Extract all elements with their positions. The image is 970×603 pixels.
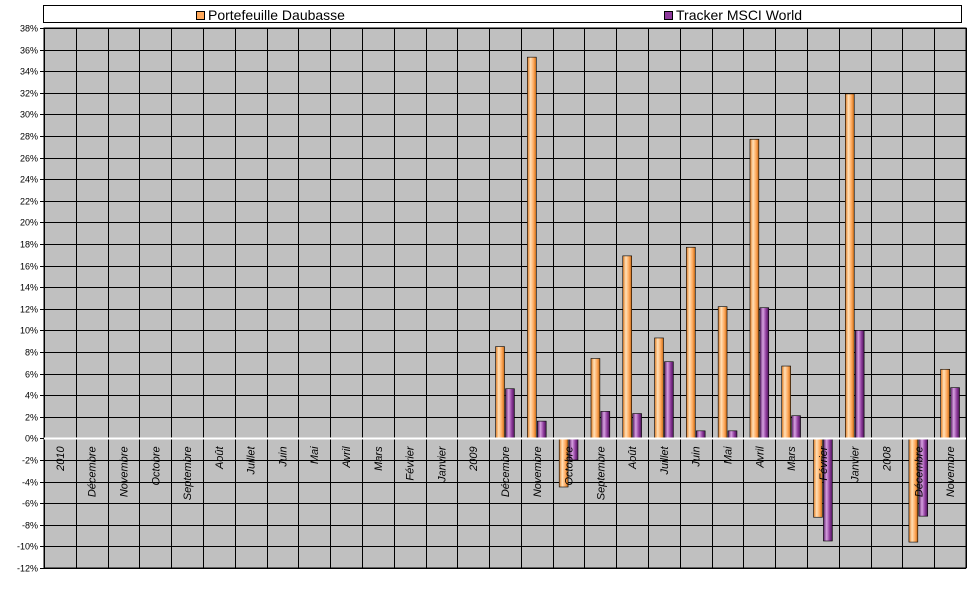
x-category-label: Janvier [850, 445, 862, 483]
y-tick-label: 12% [20, 305, 38, 315]
bar-daubasse [495, 346, 505, 439]
bar-daubasse [686, 246, 696, 439]
y-tick-label: -8% [22, 521, 38, 531]
x-category-label: 2008 [882, 446, 894, 472]
x-category-label: Août [214, 445, 226, 470]
x-category-label: Mars [373, 446, 385, 471]
bar-daubasse [845, 93, 855, 439]
bar-msci [695, 430, 706, 439]
bar-daubasse [781, 365, 791, 439]
y-tick-label: 24% [20, 175, 38, 185]
x-category-label: Novembre [532, 446, 544, 497]
bar-msci [759, 307, 770, 439]
bar-msci [791, 415, 801, 439]
y-tick-label: -4% [22, 478, 38, 488]
y-tick-label: 30% [20, 110, 38, 120]
y-tick-label: -10% [17, 542, 38, 552]
legend-label-daubasse: Portefeuille Daubasse [208, 7, 345, 23]
x-category-label: Juin [691, 446, 703, 467]
bar-daubasse [654, 337, 664, 439]
legend: Portefeuille Daubasse Tracker MSCI World [43, 5, 962, 23]
y-tick-label: 6% [25, 370, 38, 380]
bar-msci [854, 330, 865, 439]
legend-item-msci: Tracker MSCI World [664, 7, 802, 23]
x-category-label: Octobre [150, 446, 162, 485]
y-tick-label: 18% [20, 240, 38, 250]
y-tick-label: 8% [25, 348, 38, 358]
x-category-label: Février [818, 445, 830, 481]
bar-daubasse [622, 255, 632, 439]
bar-daubasse [590, 358, 601, 439]
y-tick-label: 20% [20, 218, 38, 228]
x-category-label: Janvier [436, 445, 448, 483]
y-tick-label: 38% [20, 24, 38, 34]
y-tick-label: -2% [22, 456, 38, 466]
bar-msci [727, 430, 738, 439]
y-tick-label: 22% [20, 197, 38, 207]
x-category-label: Décembre [913, 446, 925, 497]
x-category-label: 2009 [468, 446, 480, 471]
x-category-label: Février [405, 445, 417, 481]
y-tick-label: 16% [20, 262, 38, 272]
x-category-label: Décembre [500, 446, 512, 497]
x-category-label: Novembre [118, 446, 130, 497]
x-category-label: Mai [309, 446, 321, 464]
x-category-label: Juin [277, 446, 289, 467]
x-category-label: Juillet [659, 445, 671, 475]
legend-label-msci: Tracker MSCI World [676, 7, 803, 23]
y-tick-label: 28% [20, 132, 38, 142]
y-tick-label: 36% [20, 46, 38, 56]
y-tick-label: 14% [20, 283, 38, 293]
y-tick-label: 10% [20, 326, 38, 336]
y-tick-label: 4% [25, 391, 38, 401]
y-tick-label: 32% [20, 89, 38, 99]
y-tick-label: -12% [17, 564, 38, 574]
legend-item-daubasse: Portefeuille Daubasse [196, 7, 345, 23]
y-tick-label: -6% [22, 499, 38, 509]
bar-msci [664, 361, 674, 439]
bar-msci [600, 411, 611, 439]
legend-swatch-msci [664, 10, 673, 20]
x-category-label: Novembre [945, 446, 957, 497]
bar-msci [632, 413, 642, 439]
plot-background [43, 27, 967, 569]
y-tick-label: 0% [25, 434, 38, 444]
x-category-label: Septembre [595, 446, 607, 500]
x-category-label: Août [627, 445, 639, 470]
y-tick-label: 2% [25, 413, 38, 423]
bar-daubasse [717, 306, 728, 439]
bar-msci [505, 388, 515, 439]
y-tick-label: 26% [20, 154, 38, 164]
x-category-label: Octobre [564, 446, 576, 485]
bar-daubasse [749, 138, 760, 439]
x-category-label: Avril [341, 446, 353, 469]
legend-swatch-daubasse [196, 10, 205, 20]
x-category-label: Juillet [246, 445, 258, 475]
bar-msci [950, 387, 960, 439]
x-category-label: Décembre [87, 446, 99, 497]
bar-msci [536, 420, 547, 439]
bar-daubasse [527, 56, 537, 439]
y-tick-label: 34% [20, 67, 38, 77]
x-category-label: Mars [786, 446, 798, 471]
bar-daubasse [940, 368, 950, 439]
x-category-label: Avril [754, 446, 766, 469]
x-category-label: 2010 [55, 446, 67, 472]
x-category-label: Mai [723, 446, 735, 464]
x-category-label: Septembre [182, 446, 194, 500]
